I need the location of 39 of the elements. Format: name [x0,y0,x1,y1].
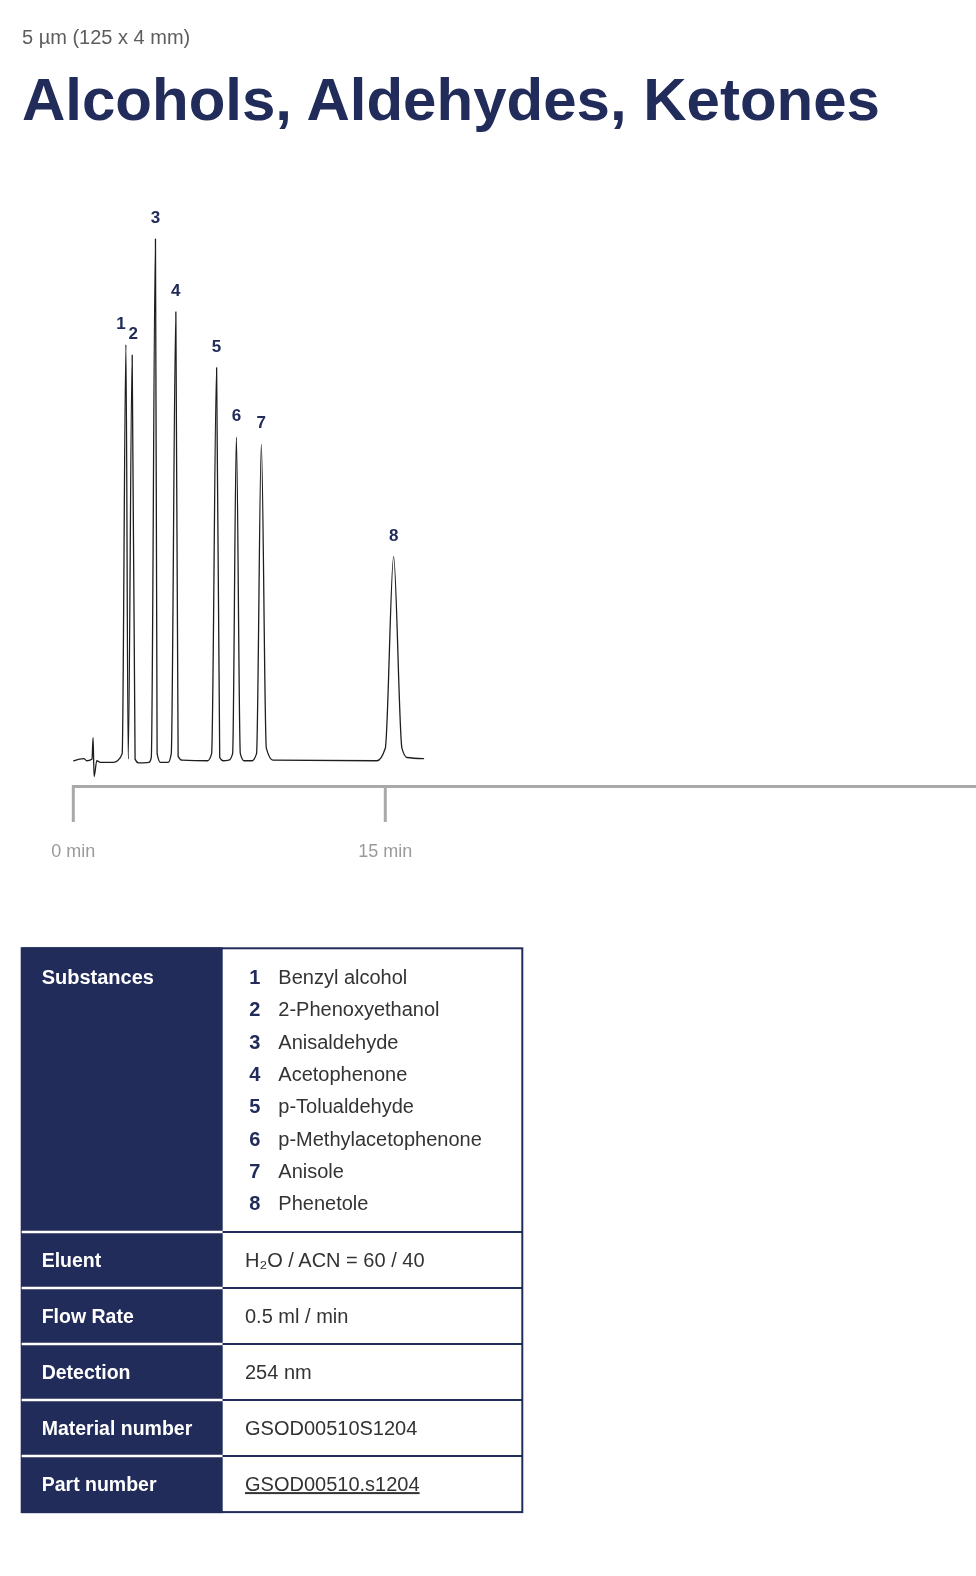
text: 5 [249,1095,261,1118]
text: Material number [41,1417,193,1440]
text: 3 [249,1030,261,1053]
text: Phenetole [278,1192,369,1215]
text: 1 [249,966,261,988]
text: Benzyl alcohol [278,966,408,988]
chart-title: Alcohols, Aldehydes, Ketones [22,66,880,133]
annotation: 1 [116,313,126,333]
annotation: 5 [211,336,222,356]
text: Acetophenone [278,1062,408,1085]
text: p-Tolualdehyde [278,1095,414,1118]
text: GSOD00510S1204 [245,1417,418,1440]
text: 0.5 ml / min [245,1305,349,1328]
text: Eluent [41,1249,102,1272]
annotation: 2 [128,324,138,344]
text: 254 nm [245,1361,312,1384]
text: 2-Phenoxyethanol [278,998,440,1021]
text: GSOD00510.s1204 [245,1473,420,1496]
text: Anisole [278,1159,344,1182]
text: Anisaldehyde [278,1030,399,1053]
text: 2 [249,998,261,1021]
text: 4 [249,1062,261,1085]
chart-subtitle: 5 µm (125 x 4 mm) [22,26,191,48]
text: 7 [249,1159,261,1182]
text: p-Methylacetophenone [278,1127,482,1150]
text: Flow Rate [41,1305,134,1328]
text: H₂O / ACN = 60 / 40 [245,1249,425,1272]
annotation: 3 [150,208,161,227]
text: 6 [249,1127,261,1150]
annotation: 4 [171,280,182,300]
x-tick-label: 15 min [358,841,413,861]
annotation: 8 [388,525,399,545]
annotation: 7 [256,413,267,433]
text: Substances [41,966,154,988]
text: Detection [41,1361,131,1384]
annotation: 6 [231,406,242,426]
text: Part number [41,1473,157,1496]
text: 8 [249,1192,261,1215]
x-tick-label: 0 min [51,841,96,861]
